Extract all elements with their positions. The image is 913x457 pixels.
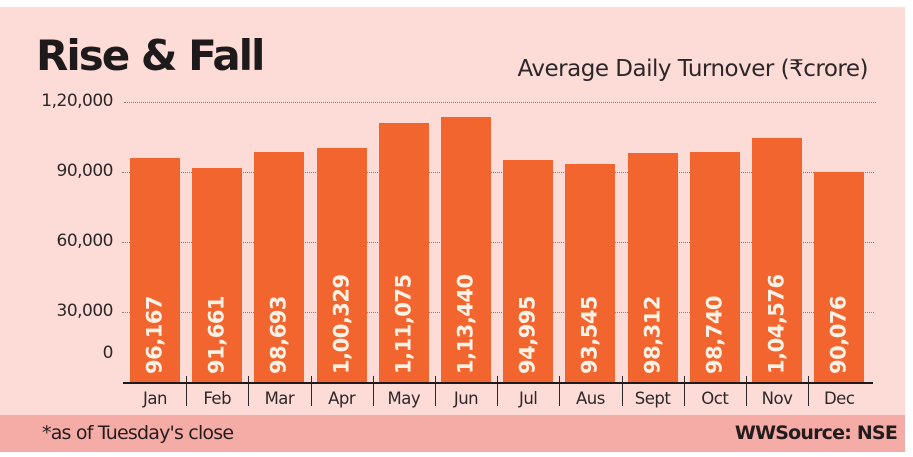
x-tick-separator [435, 376, 436, 406]
plot-area: 0 30,000 60,000 90,000 1,20,000 96,167 Jan 91,6… [0, 7, 905, 452]
chart-card: Rise & Fall Average Daily Turnover (₹cro… [0, 7, 905, 452]
bar-apr: 1,00,329 [316, 147, 367, 382]
bar-jan: 96,167 [130, 157, 180, 382]
x-tick-label: Apr [328, 389, 356, 408]
bar-value-label: 93,545 [577, 295, 602, 374]
bar-value-label: 96,167 [142, 295, 167, 374]
x-tick-label: May [387, 389, 421, 408]
y-tick-label: 90,000 [56, 161, 114, 181]
x-tick-separator [621, 376, 623, 406]
bar-feb: 91,661 [192, 168, 243, 382]
bar-value-label: 98,693 [266, 295, 291, 374]
bar-value-label: 1,11,075 [391, 274, 416, 374]
x-tick-separator [248, 376, 250, 406]
footnote: *as of Tuesday's close [42, 422, 234, 444]
bar-value-label: 94,995 [515, 295, 540, 374]
x-tick-separator [559, 376, 561, 406]
x-tick-label: Mar [264, 389, 295, 408]
x-tick-separator [186, 376, 188, 406]
bar-value-label: 98,312 [640, 295, 665, 374]
x-tick-label: Nov [761, 389, 793, 408]
bar-dec: 90,076 [814, 171, 865, 382]
gridline [122, 312, 874, 313]
x-tick-separator [497, 376, 499, 406]
bar-value-label: 98,740 [702, 295, 727, 374]
footer-band: *as of Tuesday's close WWSource: NSE [0, 415, 905, 452]
x-axis-line [123, 382, 873, 384]
x-tick-separator [310, 376, 312, 406]
bar-oct: 98,740 [689, 151, 740, 382]
x-tick-separator [372, 376, 374, 406]
bar-jun: 1,13,440 [441, 117, 491, 382]
bar-value-label: 1,04,576 [764, 274, 789, 374]
gridline [124, 102, 876, 103]
bar-value-label: 1,13,440 [453, 274, 478, 374]
bar-value-label: 90,076 [826, 295, 851, 374]
x-tick-label: Oct [701, 389, 729, 408]
x-tick-label: Dec [823, 389, 855, 408]
gridline [122, 242, 874, 243]
y-tick-label: 30,000 [56, 301, 114, 321]
bar-mar: 98,693 [254, 151, 305, 382]
x-tick-separator [683, 376, 685, 406]
source-credit: WWSource: NSE [734, 422, 898, 444]
chart-title: Rise & Fall [36, 31, 265, 80]
x-tick-label: Jul [518, 389, 538, 408]
gridline [122, 172, 874, 173]
x-tick-label: Aus [575, 389, 605, 408]
y-tick-label: 1,20,000 [41, 91, 113, 111]
x-tick-separator [746, 376, 747, 406]
y-tick-label: 60,000 [56, 231, 114, 251]
x-tick-label: Feb [203, 389, 232, 408]
bar-may: 1,11,075 [378, 122, 429, 382]
bar-nov: 1,04,576 [752, 137, 802, 382]
x-tick-label: Sept [634, 389, 671, 408]
chart-subtitle: Average Daily Turnover (₹crore) [517, 56, 869, 82]
bar-value-label: 1,00,329 [329, 274, 354, 374]
bar-sept: 98,312 [627, 152, 678, 382]
y-tick-label: 0 [102, 343, 114, 363]
x-tick-label: Jun [453, 389, 479, 408]
bar-jul: 94,995 [503, 160, 554, 382]
bar-aus: 93,545 [565, 163, 616, 382]
x-tick-separator [808, 376, 810, 406]
bar-value-label: 91,661 [204, 295, 229, 374]
x-tick-label: Jan [143, 389, 167, 408]
